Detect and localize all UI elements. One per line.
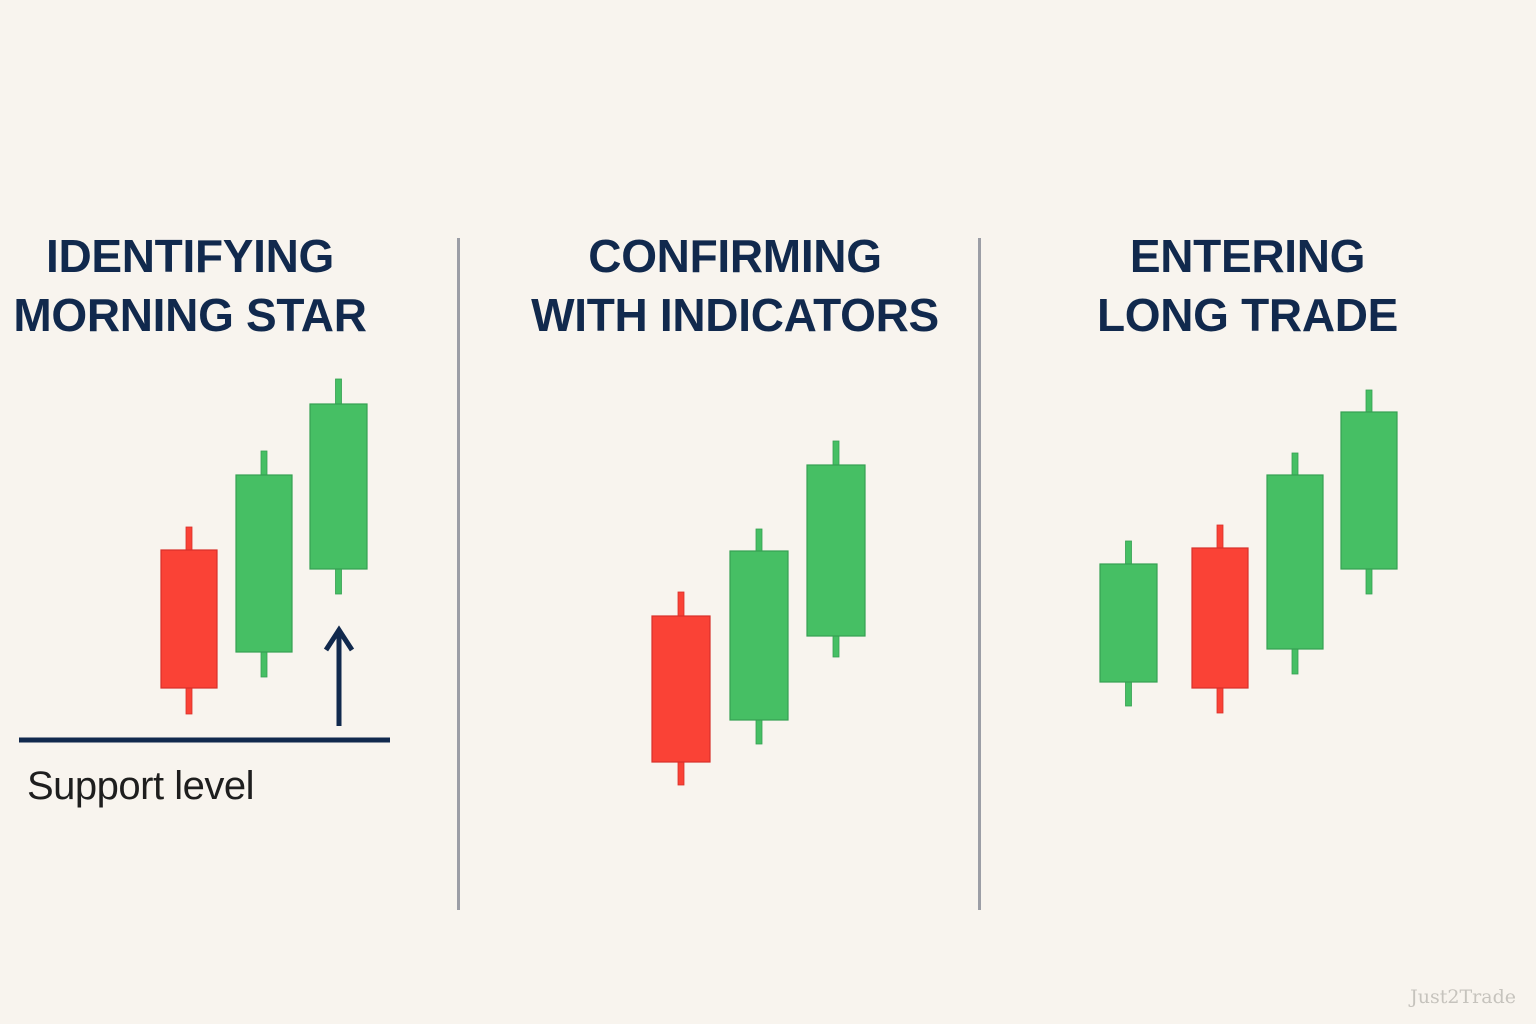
bearish-candle: [160, 526, 218, 715]
bullish-candle: [729, 528, 789, 745]
candle-body: [1266, 474, 1324, 650]
bullish-candle: [235, 450, 293, 678]
bullish-candle: [1099, 540, 1158, 707]
bearish-candle: [651, 591, 711, 786]
panel-title-identifying-morning-star: IDENTIFYING MORNING STAR: [0, 227, 380, 345]
panel-divider: [978, 238, 981, 910]
candle-body: [309, 403, 368, 570]
candle-body: [806, 464, 866, 637]
candle-body: [1191, 547, 1249, 689]
panel-entering-candles: [1099, 389, 1398, 714]
candle-body: [235, 474, 293, 653]
panel-title-confirming-with-indicators: CONFIRMING WITH INDICATORS: [530, 227, 940, 345]
panel-title-line: CONFIRMING: [588, 230, 882, 282]
panel-title-line: ENTERING: [1129, 230, 1366, 282]
candle-body: [160, 549, 218, 689]
panel-title-entering-long-trade: ENTERING LONG TRADE: [1095, 227, 1400, 345]
panel-confirming-candles: [651, 440, 866, 786]
candle-body: [651, 615, 711, 763]
bullish-candle: [1266, 452, 1324, 675]
bearish-candle: [1191, 524, 1249, 714]
panel-title-line: LONG TRADE: [1096, 289, 1399, 341]
panel-morning-star-candles: [160, 378, 368, 715]
watermark-logo: Just2Trade: [1410, 986, 1516, 1008]
up-arrow-icon: [323, 625, 355, 726]
candle-body: [1340, 411, 1398, 570]
panel-title-line: MORNING STAR: [13, 289, 367, 341]
panel-title-line: WITH INDICATORS: [531, 289, 939, 341]
bullish-candle: [806, 440, 866, 658]
bullish-candle: [1340, 389, 1398, 595]
panel-title-line: IDENTIFYING: [45, 230, 335, 282]
panel-divider: [457, 238, 460, 910]
candle-body: [729, 550, 789, 721]
candle-body: [1099, 563, 1158, 683]
bullish-candle: [309, 378, 368, 595]
support-level-label: Support level: [27, 764, 254, 808]
